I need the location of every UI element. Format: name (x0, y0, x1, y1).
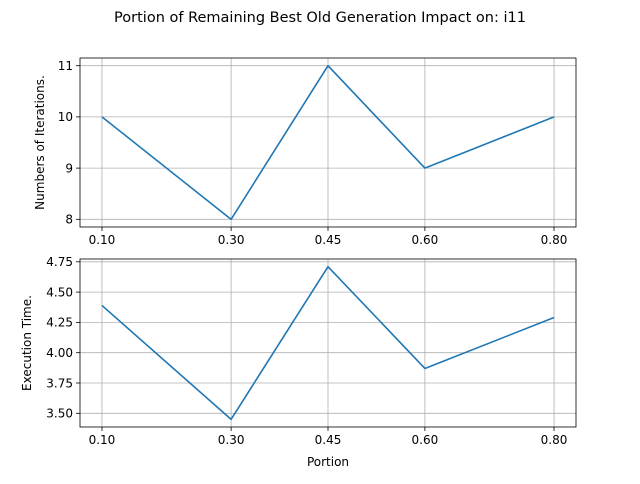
y-tick-label: 3.75 (46, 376, 73, 390)
y-tick-label: 8 (65, 213, 73, 227)
x-tick-label: 0.30 (218, 233, 245, 247)
y-tick-label: 11 (58, 59, 73, 73)
y-tick-label: 4.00 (46, 346, 73, 360)
x-tick-label: 0.10 (89, 433, 116, 447)
x-tick-label: 0.80 (541, 233, 568, 247)
iterations-plot: 0.10 0.30 0.45 0.60 0.80 8 9 10 11 Numbers of Ite… (33, 58, 576, 247)
x-axis-label: Portion (307, 455, 349, 469)
y-axis-label: Execution Time. (20, 295, 34, 391)
x-tick-label: 0.60 (412, 233, 439, 247)
y-tick-label: 10 (58, 110, 73, 124)
y-tick-label: 4.25 (46, 316, 73, 330)
x-tick-label: 0.80 (541, 433, 568, 447)
y-tick-label: 9 (65, 161, 73, 175)
figure-title: Portion of Remaining Best Old Generation… (114, 10, 526, 26)
y-axis-label: Numbers of Iterations. (33, 75, 47, 210)
execution-time-plot: 0.10 0.30 0.45 0.60 0.80 3.50 3.75 4.00 4.25 4.50… (20, 255, 576, 469)
y-tick-label: 4.75 (46, 255, 73, 269)
x-tick-label: 0.10 (89, 233, 116, 247)
y-tick-label: 3.50 (46, 407, 73, 421)
x-tick-label: 0.45 (315, 433, 342, 447)
x-tick-label: 0.60 (412, 433, 439, 447)
y-tick-label: 4.50 (46, 285, 73, 299)
x-tick-label: 0.45 (315, 233, 342, 247)
x-tick-label: 0.30 (218, 433, 245, 447)
